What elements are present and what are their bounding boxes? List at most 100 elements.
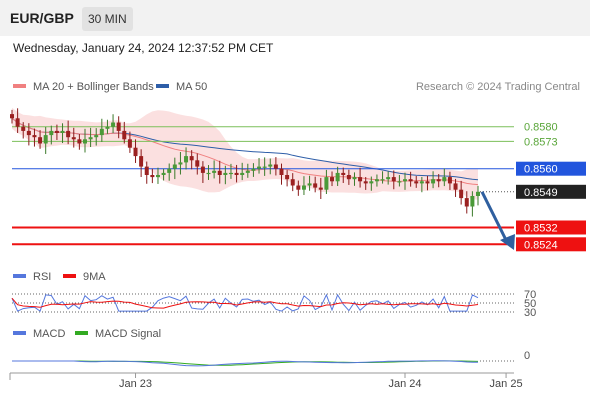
candle-body bbox=[32, 135, 37, 138]
candle-body bbox=[116, 122, 121, 131]
candle-body bbox=[189, 156, 194, 161]
candle-body bbox=[228, 172, 233, 175]
candle-body bbox=[369, 181, 374, 184]
candle-body bbox=[122, 130, 127, 140]
candle-body bbox=[77, 139, 82, 144]
level-badge bbox=[516, 220, 586, 235]
symbol-label: EUR/GBP bbox=[10, 10, 74, 26]
candle-body bbox=[66, 130, 71, 138]
chart-header: EUR/GBP 30 MIN bbox=[0, 0, 590, 36]
candle-body bbox=[139, 156, 144, 167]
candle-body bbox=[431, 179, 436, 184]
candle-body bbox=[167, 168, 172, 173]
candle-body bbox=[133, 147, 138, 157]
timeframe-badge[interactable]: 30 MIN bbox=[82, 7, 133, 31]
candle-body bbox=[178, 162, 183, 165]
x-axis-label: Jan 23 bbox=[119, 378, 152, 390]
candle-body bbox=[374, 179, 379, 182]
candle-body bbox=[105, 126, 110, 129]
level-badge bbox=[516, 161, 586, 176]
candle-body bbox=[268, 164, 273, 167]
candle-body bbox=[324, 177, 329, 190]
x-axis-label: Jan 24 bbox=[388, 378, 421, 390]
candle-body bbox=[397, 181, 402, 183]
candle-body bbox=[447, 177, 452, 184]
level-badge bbox=[516, 184, 586, 199]
candle-body bbox=[262, 166, 267, 168]
candle-body bbox=[425, 181, 430, 184]
rsi-ma-line bbox=[11, 297, 479, 309]
candle-body bbox=[358, 177, 363, 182]
candle-body bbox=[99, 128, 104, 136]
candle-body bbox=[144, 166, 149, 175]
candle-body bbox=[71, 137, 76, 140]
level-label: 0.8560 bbox=[524, 164, 558, 176]
candle-body bbox=[386, 177, 391, 180]
candle-body bbox=[15, 118, 20, 127]
candle-body bbox=[414, 181, 419, 184]
candle-body bbox=[111, 122, 116, 127]
macd-zero-label: 0 bbox=[524, 350, 530, 362]
candle-body bbox=[318, 187, 323, 190]
candle-body bbox=[49, 130, 54, 136]
candle-body bbox=[245, 170, 250, 173]
candle-body bbox=[38, 137, 43, 144]
candle-body bbox=[363, 181, 368, 184]
candle-body bbox=[155, 175, 160, 178]
datetime-label: Wednesday, January 24, 2024 12:37:52 PM … bbox=[13, 41, 274, 55]
level-label: 0.8580 bbox=[524, 122, 558, 134]
candle-body bbox=[352, 177, 357, 180]
legend-swatch bbox=[13, 84, 26, 88]
macd-line bbox=[12, 360, 479, 367]
candle-body bbox=[453, 183, 458, 190]
candle-body bbox=[257, 166, 262, 169]
candle-body bbox=[172, 164, 177, 169]
candle-body bbox=[200, 166, 205, 173]
candle-body bbox=[206, 172, 211, 175]
level-label: 0.8549 bbox=[524, 187, 558, 199]
forecast-arrow bbox=[480, 191, 510, 245]
candle-body bbox=[273, 164, 278, 169]
candle-body bbox=[307, 183, 312, 186]
level-label: 0.8532 bbox=[524, 223, 558, 235]
candle-body bbox=[285, 175, 290, 180]
rsi-level-label: 50 bbox=[524, 298, 536, 310]
level-label: 0.8573 bbox=[524, 136, 558, 148]
forecast-arrow-head bbox=[500, 234, 515, 250]
level-badge bbox=[516, 237, 586, 252]
candle-body bbox=[54, 130, 59, 133]
x-axis-label: Jan 25 bbox=[490, 378, 523, 390]
legend-swatch bbox=[156, 84, 169, 88]
candle-body bbox=[195, 160, 200, 167]
candle-body bbox=[335, 172, 340, 182]
candle-body bbox=[301, 185, 306, 190]
legend-label: MACD bbox=[33, 328, 65, 340]
candle-body bbox=[212, 170, 217, 173]
candle-body bbox=[94, 135, 99, 138]
candle-body bbox=[436, 179, 441, 182]
candle-body bbox=[82, 139, 87, 144]
candle-body bbox=[161, 172, 166, 175]
candle-body bbox=[251, 168, 256, 171]
candle-body bbox=[60, 130, 65, 133]
candle-body bbox=[403, 179, 408, 182]
candle-body bbox=[419, 181, 424, 184]
candle-body bbox=[43, 135, 48, 144]
candle-body bbox=[313, 183, 318, 188]
candle-body bbox=[290, 179, 295, 186]
candle-body bbox=[150, 175, 155, 178]
candle-body bbox=[476, 191, 480, 196]
rsi-level-label: 70 bbox=[524, 289, 536, 301]
candle-body bbox=[127, 139, 132, 148]
candle-body bbox=[391, 177, 396, 182]
level-label: 0.8524 bbox=[524, 239, 558, 251]
legend-swatch bbox=[13, 331, 26, 335]
legend-label: MA 50 bbox=[176, 81, 207, 93]
candle-body bbox=[408, 179, 413, 182]
candle-body bbox=[442, 177, 447, 182]
candle-body bbox=[88, 137, 93, 140]
candle-body bbox=[346, 175, 351, 180]
candle-body bbox=[184, 156, 189, 163]
candle-body bbox=[223, 172, 228, 175]
